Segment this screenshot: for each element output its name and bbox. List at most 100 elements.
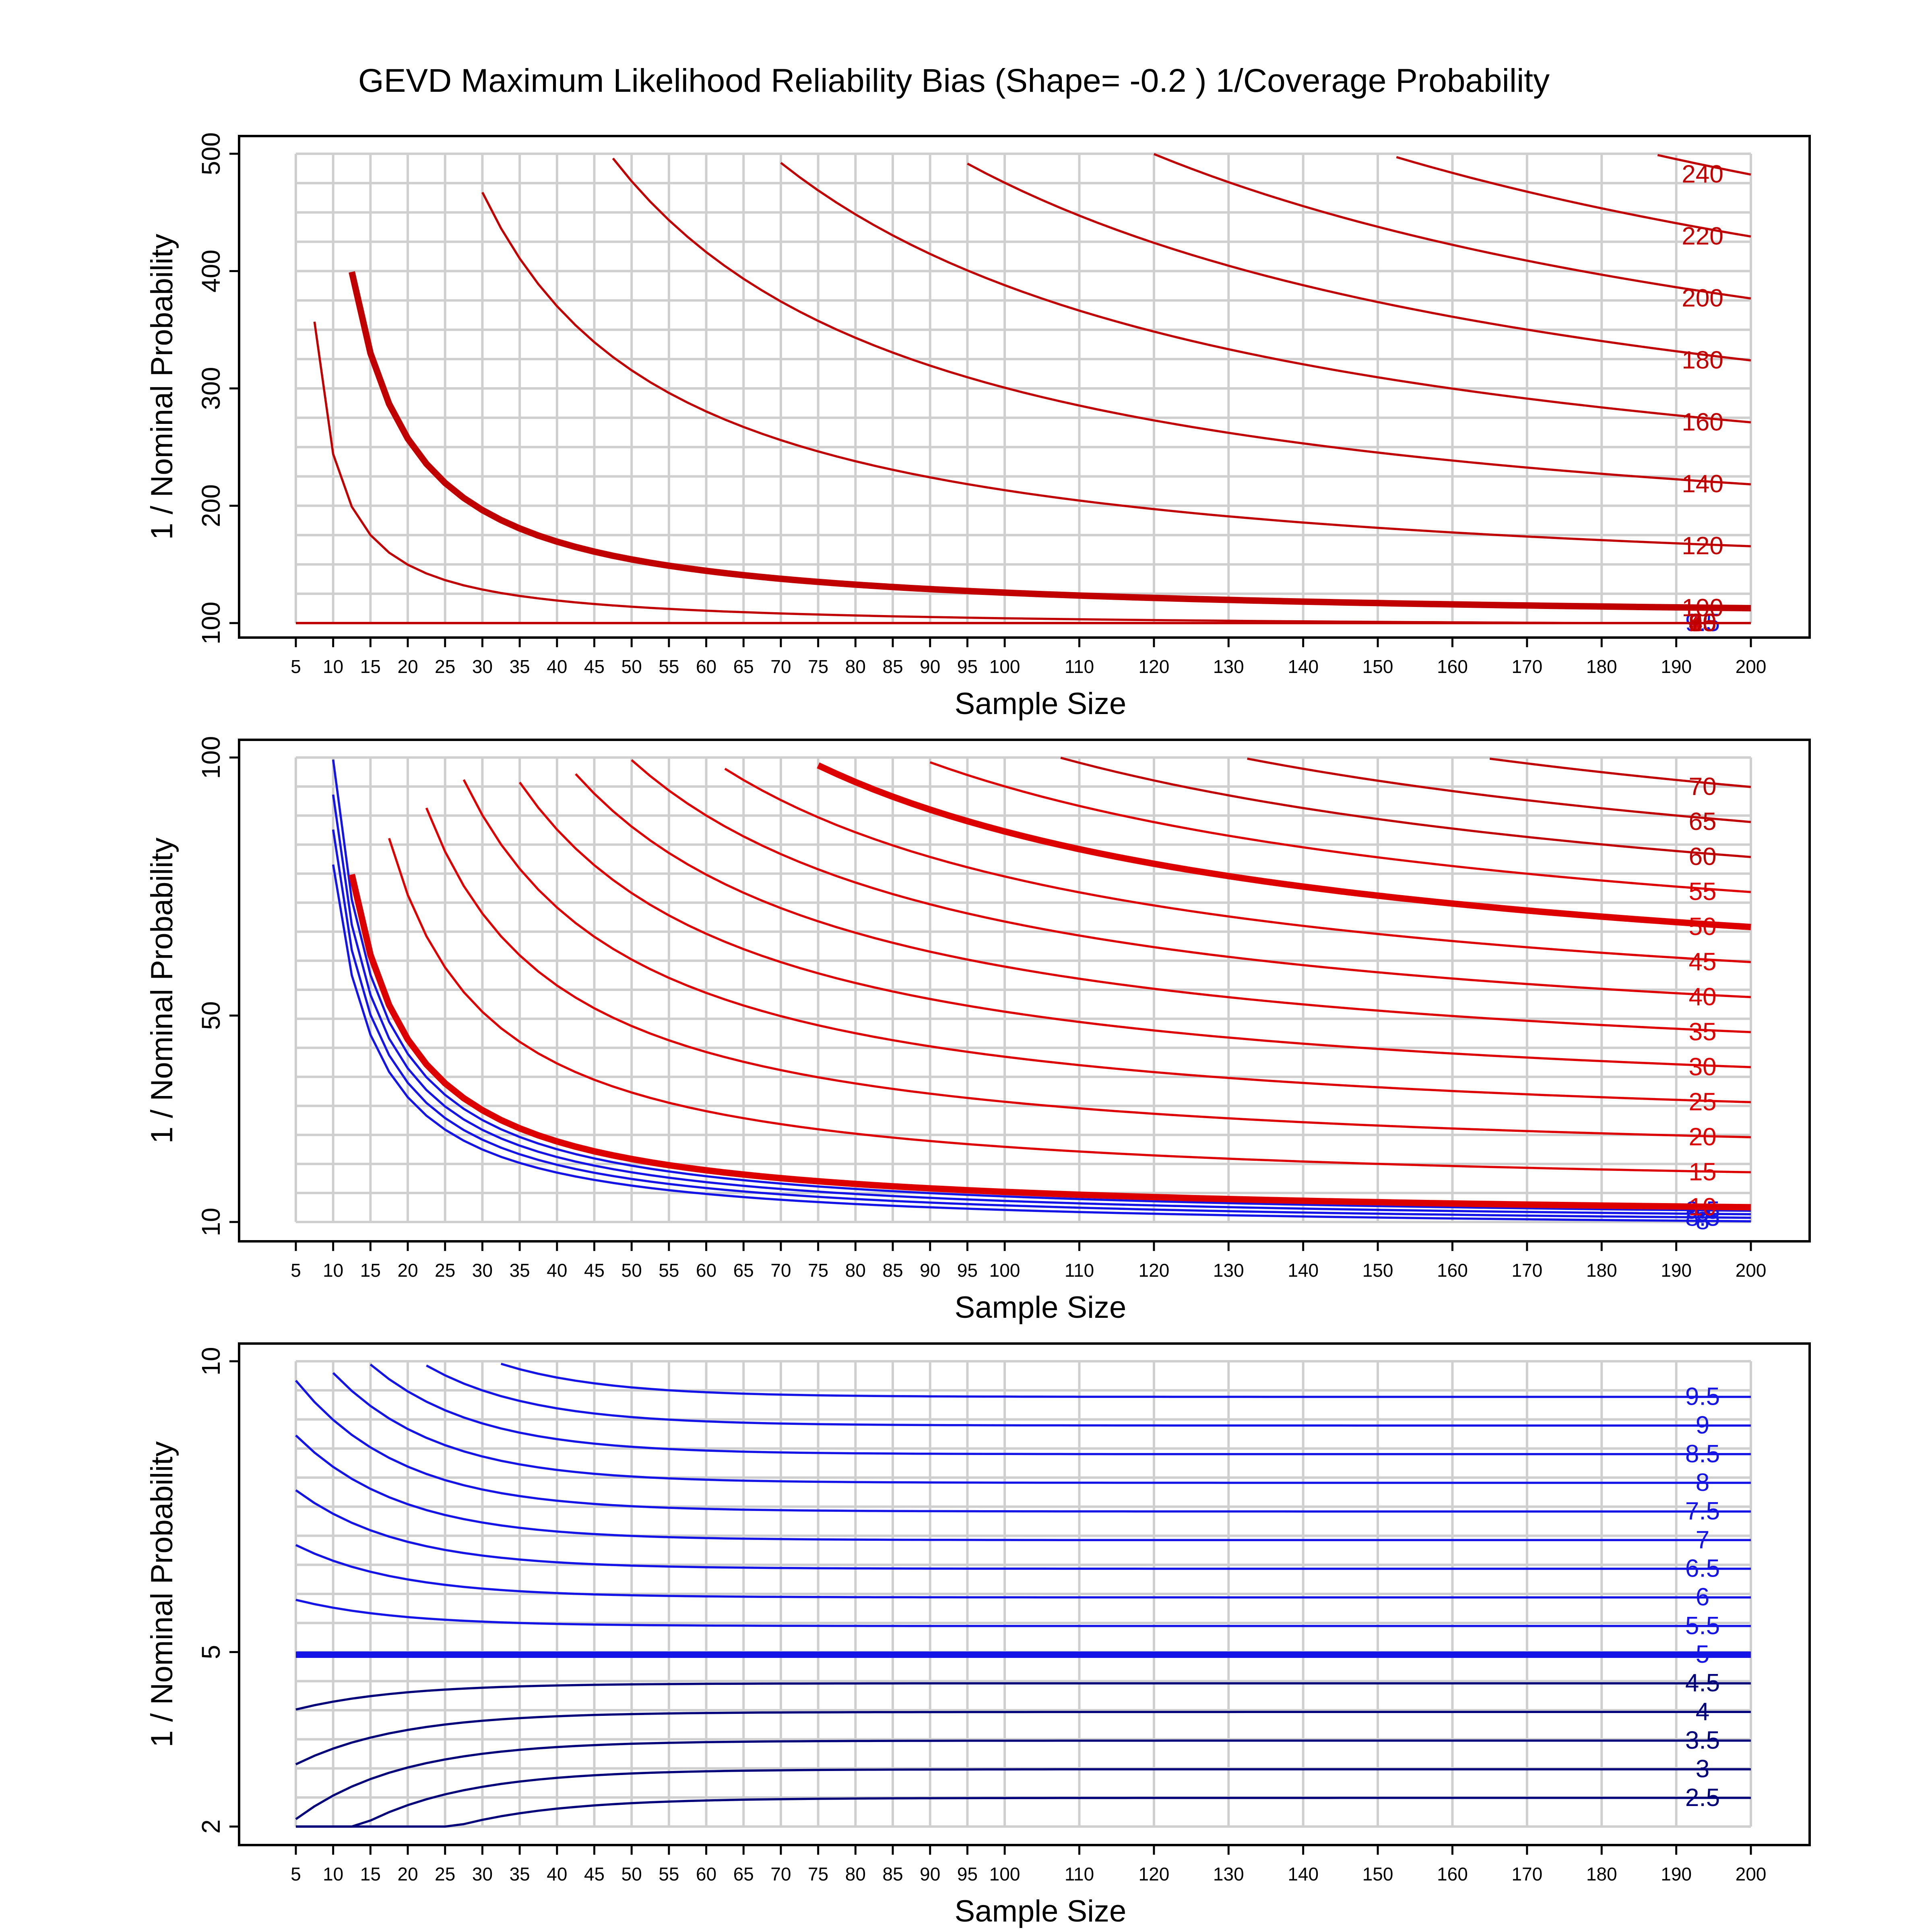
- x-tick-label: 40: [547, 656, 567, 677]
- x-tick-label: 170: [1511, 1864, 1542, 1885]
- x-tick-label: 55: [658, 656, 679, 677]
- plot-frame: [238, 1342, 1811, 1846]
- contour-label: 6: [1696, 1583, 1709, 1611]
- x-tick-label: 160: [1437, 1864, 1468, 1885]
- x-tick-label: 190: [1661, 1260, 1692, 1281]
- contour-label: 10: [1689, 1193, 1717, 1221]
- plot-frame: [238, 135, 1811, 639]
- x-tick-label: 130: [1213, 1260, 1244, 1281]
- x-tick-label: 5: [291, 1260, 301, 1281]
- x-tick-label: 50: [621, 1864, 642, 1885]
- contour-line-9_5: [501, 1362, 1751, 1398]
- x-tick-label: 110: [1065, 656, 1094, 677]
- contour-line-180: [967, 162, 1751, 362]
- x-tick-label: 120: [1139, 1864, 1170, 1885]
- contour-label: 7.5: [1685, 1497, 1720, 1525]
- x-tick-label: 140: [1288, 1260, 1319, 1281]
- x-tick-label: 140: [1288, 1864, 1319, 1885]
- chart-panel-3: 2.533.544.555.566.577.588.599.55 10 15 20 25…: [145, 1342, 1811, 1928]
- x-tick-label: 100: [989, 1864, 1020, 1885]
- x-tick-label: 150: [1362, 1864, 1393, 1885]
- contour-line-5_5: [295, 1599, 1751, 1627]
- x-tick-label: 20: [397, 1260, 418, 1281]
- x-tick-label: 80: [845, 1864, 866, 1885]
- x-tick-label: 160: [1437, 1260, 1468, 1281]
- x-tick-label: 15: [360, 1864, 381, 1885]
- x-tick-label: 25: [435, 1864, 455, 1885]
- x-tick-label: 130: [1213, 656, 1244, 677]
- x-tick-label: 65: [733, 1260, 754, 1281]
- contour-label: 4.5: [1685, 1669, 1720, 1697]
- y-tick-label: 200: [196, 484, 225, 527]
- contour-label: 95: [1689, 609, 1717, 637]
- contour-label: 35: [1689, 1018, 1717, 1046]
- contour-label: 180: [1682, 346, 1723, 374]
- chart-panel-1: 9.51015202530354045505560657075808590951…: [145, 132, 1811, 721]
- x-axis-label: Sample Size: [955, 1290, 1127, 1325]
- y-tick-label: 300: [196, 367, 225, 410]
- contour-label: 60: [1689, 843, 1717, 871]
- x-tick-label: 95: [957, 1260, 978, 1281]
- x-tick-label: 40: [547, 1864, 567, 1885]
- contour-line-95: [313, 321, 1751, 624]
- x-tick-label: 60: [696, 1260, 716, 1281]
- contour-label: 220: [1682, 223, 1723, 250]
- contour-label: 8.5: [1685, 1440, 1720, 1468]
- contour-line-55: [929, 761, 1751, 893]
- x-tick-label: 110: [1065, 1260, 1094, 1281]
- x-tick-label: 70: [770, 656, 791, 677]
- contour-line-6_5: [295, 1489, 1751, 1570]
- contour-line-45: [724, 768, 1751, 964]
- contour-line-160: [780, 162, 1751, 424]
- contour-label: 9.5: [1685, 1197, 1720, 1224]
- x-tick-label: 15: [360, 656, 381, 677]
- contour-line-100: [349, 271, 1751, 611]
- x-tick-label: 200: [1736, 1260, 1767, 1281]
- y-tick-label: 400: [196, 250, 225, 293]
- contour-label: 30: [1689, 1053, 1717, 1081]
- x-tick-label: 75: [808, 656, 828, 677]
- contour-label: 7: [1696, 1526, 1709, 1554]
- x-tick-label: 95: [957, 1864, 978, 1885]
- x-tick-label: 35: [510, 1864, 530, 1885]
- contour-label: 5.5: [1685, 1612, 1720, 1640]
- x-tick-label: 30: [472, 1260, 493, 1281]
- y-tick-label: 10: [196, 1347, 225, 1375]
- x-tick-label: 65: [733, 1864, 754, 1885]
- contour-label: 65: [1689, 808, 1717, 836]
- contour-line-9_5: [332, 759, 1751, 1212]
- contour-label: 160: [1682, 408, 1723, 436]
- contour-line-15: [388, 838, 1751, 1174]
- contour-line-120: [481, 192, 1751, 547]
- contour-label: 5: [1696, 1641, 1709, 1668]
- x-tick-label: 75: [808, 1864, 828, 1885]
- chart-title: GEVD Maximum Likelihood Reliability Bias…: [358, 62, 1550, 99]
- x-tick-label: 170: [1511, 656, 1542, 677]
- x-tick-label: 10: [323, 656, 343, 677]
- x-tick-label: 45: [584, 1864, 605, 1885]
- contour-label: 200: [1682, 285, 1723, 312]
- contour-line-50: [817, 762, 1751, 931]
- x-tick-label: 180: [1586, 656, 1617, 677]
- contour-label: 3.5: [1685, 1727, 1720, 1754]
- contour-line-35: [575, 773, 1751, 1034]
- contour-line-200: [1153, 153, 1751, 300]
- y-tick-label: 10: [196, 1208, 225, 1236]
- x-tick-label: 80: [845, 656, 866, 677]
- x-tick-label: 85: [882, 1260, 903, 1281]
- contour-line-65: [1247, 758, 1751, 823]
- contour-label: 3: [1696, 1755, 1709, 1783]
- x-tick-label: 35: [510, 1260, 530, 1281]
- contour-line-70: [1489, 758, 1751, 788]
- x-tick-label: 90: [920, 1260, 940, 1281]
- x-tick-label: 45: [584, 656, 605, 677]
- x-axis-label: Sample Size: [955, 1894, 1127, 1928]
- x-tick-label: 130: [1213, 1864, 1244, 1885]
- x-tick-label: 100: [989, 656, 1020, 677]
- x-tick-label: 20: [397, 656, 418, 677]
- contour-label: 45: [1689, 948, 1717, 976]
- contour-label: 9: [1696, 1412, 1709, 1439]
- contour-line-40: [631, 759, 1751, 999]
